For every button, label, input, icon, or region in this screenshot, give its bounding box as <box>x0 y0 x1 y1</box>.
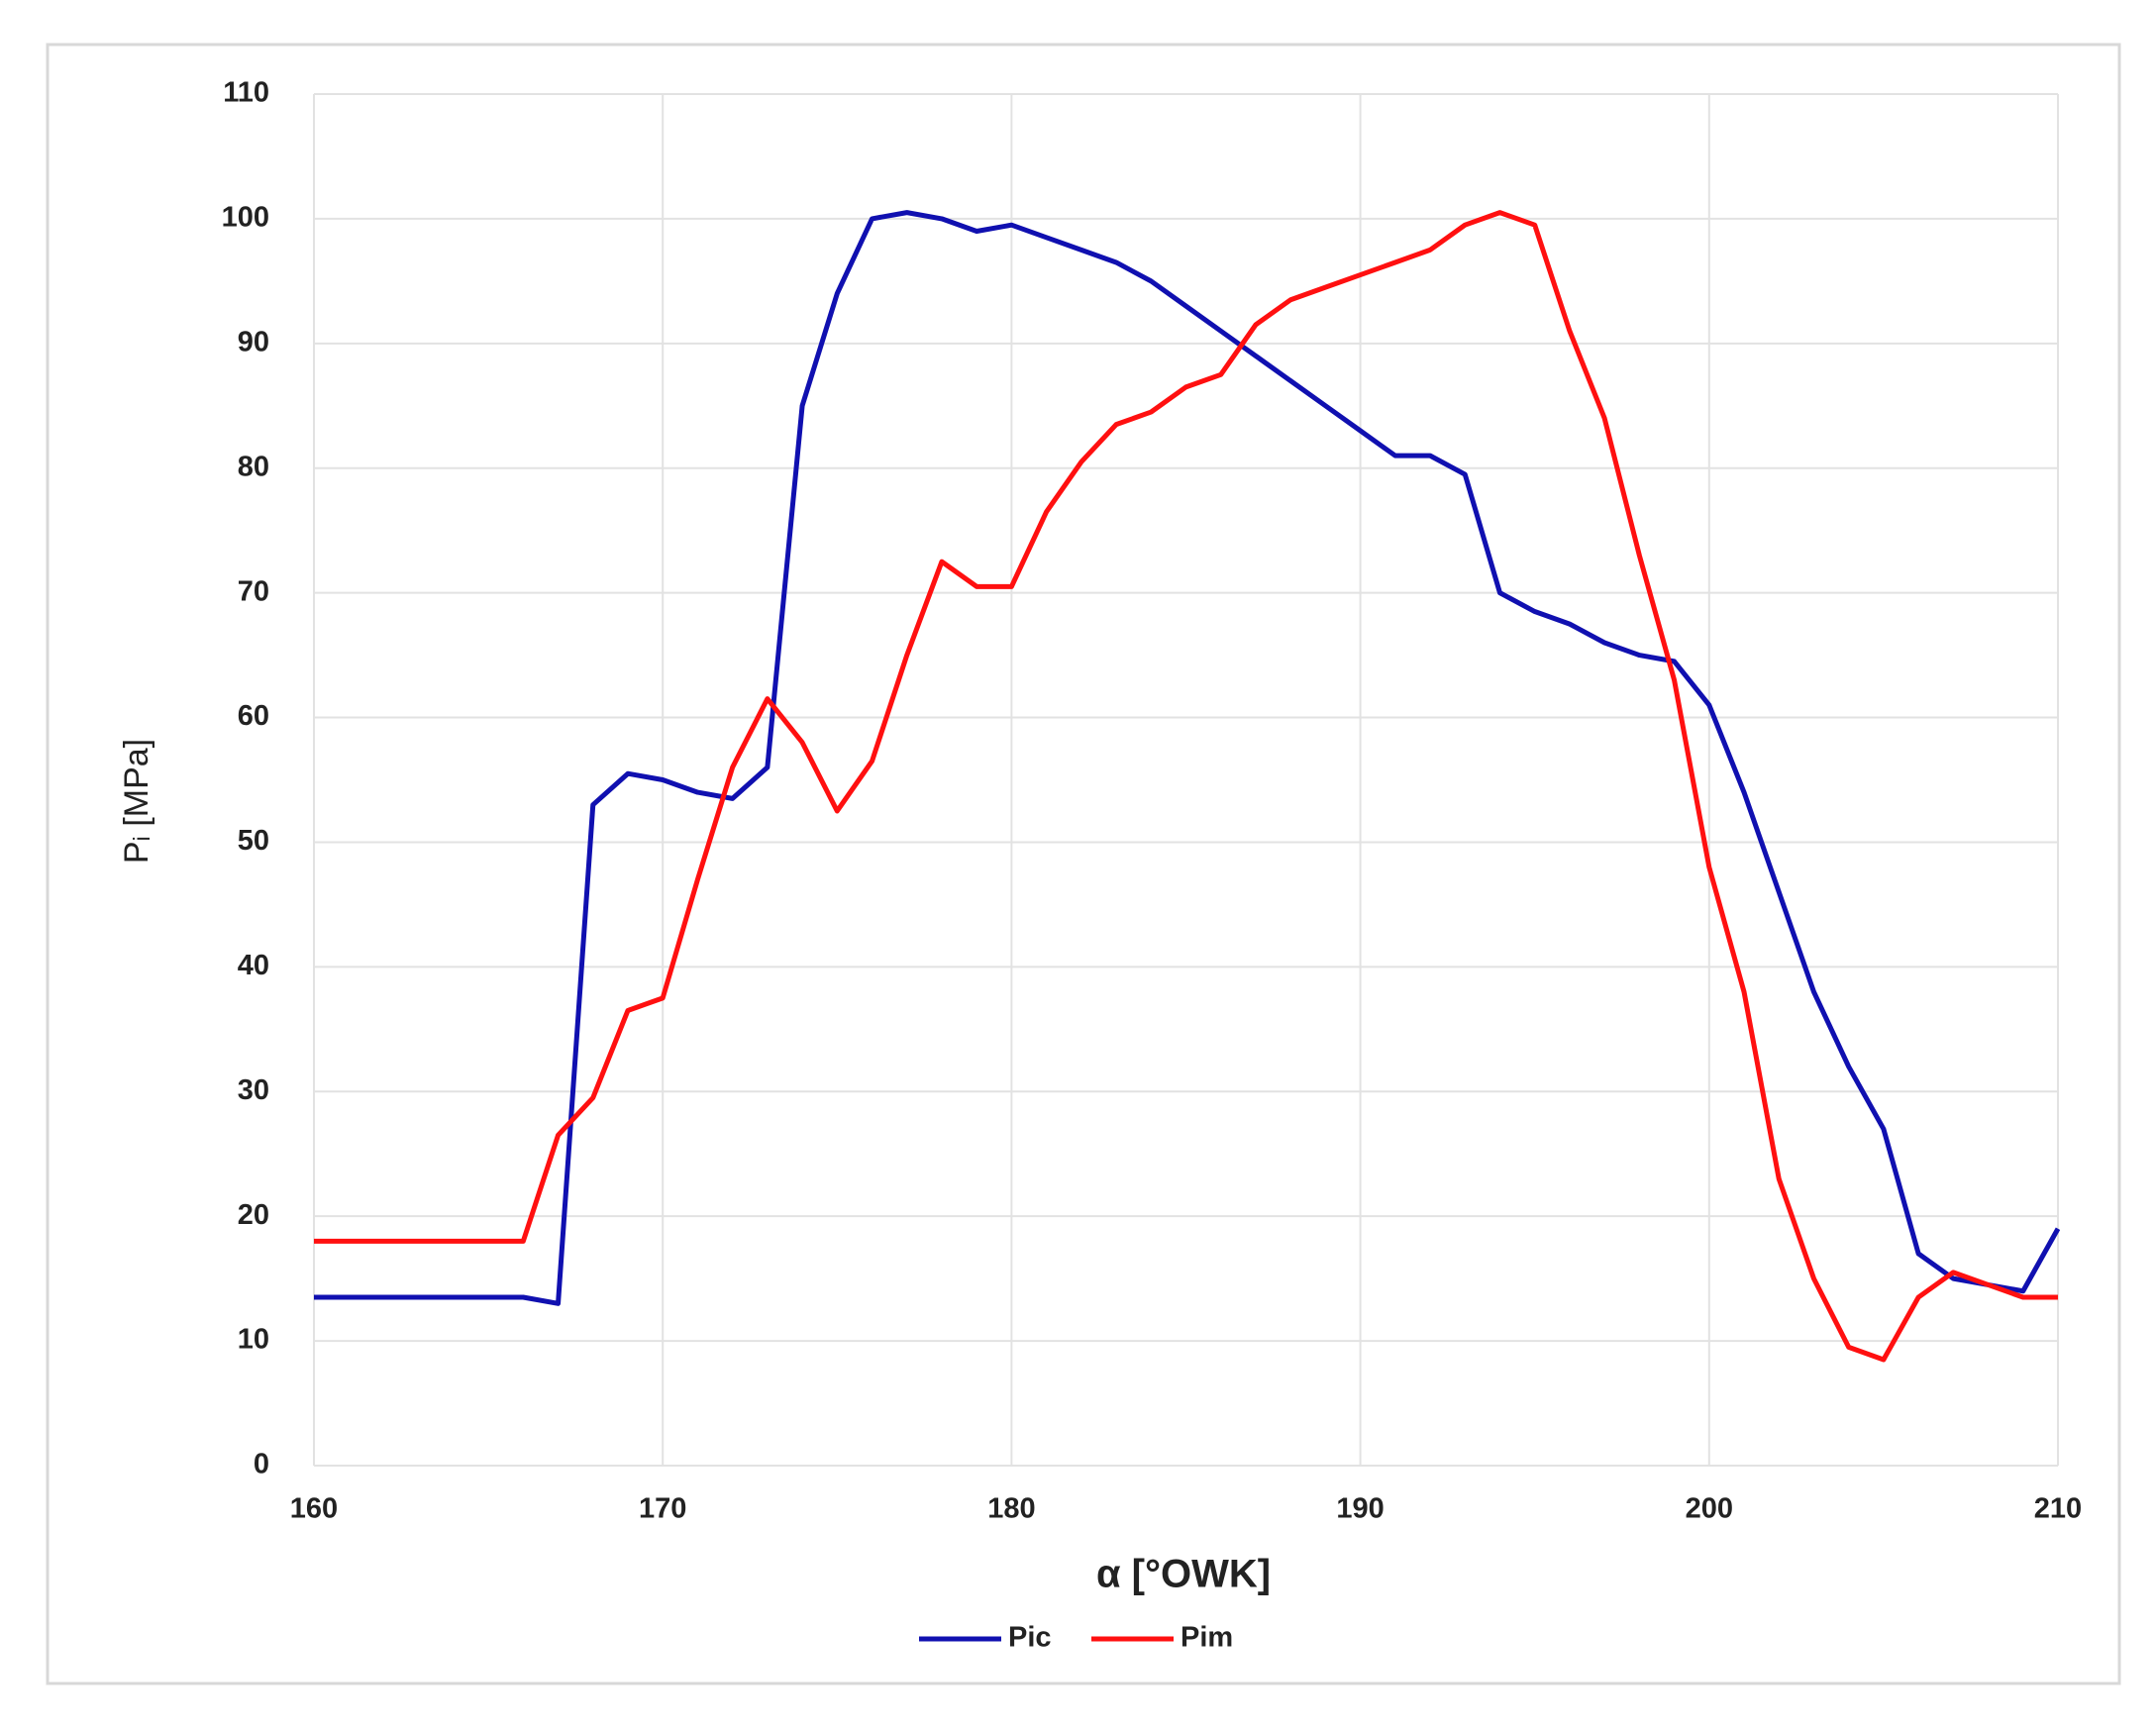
x-tick-label: 160 <box>290 1493 338 1525</box>
x-tick-label: 190 <box>1336 1493 1384 1525</box>
legend-label: Pim <box>1181 1622 1233 1654</box>
y-tick-label: 0 <box>254 1449 269 1480</box>
y-tick-label: 110 <box>223 77 269 109</box>
chart-border <box>46 43 2121 1685</box>
data-line <box>314 210 2061 1306</box>
legend-label: Pic <box>1008 1622 1052 1654</box>
x-axis-label: α [°OWK] <box>1096 1553 1271 1596</box>
y-tick-label: 30 <box>238 1074 269 1106</box>
data-line <box>314 210 2058 1363</box>
y-tick-label: 50 <box>238 825 269 857</box>
x-tick-label: 180 <box>987 1493 1035 1525</box>
y-tick-label: 10 <box>238 1324 269 1356</box>
y-tick-label: 20 <box>238 1199 269 1231</box>
y-tick-label: 100 <box>222 202 269 234</box>
y-axis-label: Pᵢ [MPa] <box>118 739 155 864</box>
y-tick-label: 70 <box>238 575 269 607</box>
x-tick-label: 200 <box>1686 1493 1733 1525</box>
y-tick-label: 80 <box>238 451 269 482</box>
y-tick-label: 40 <box>238 950 269 981</box>
x-tick-label: 170 <box>639 1493 686 1525</box>
y-tick-label: 60 <box>238 700 269 732</box>
x-tick-label: 210 <box>2034 1493 2082 1525</box>
y-tick-label: 90 <box>238 326 269 357</box>
